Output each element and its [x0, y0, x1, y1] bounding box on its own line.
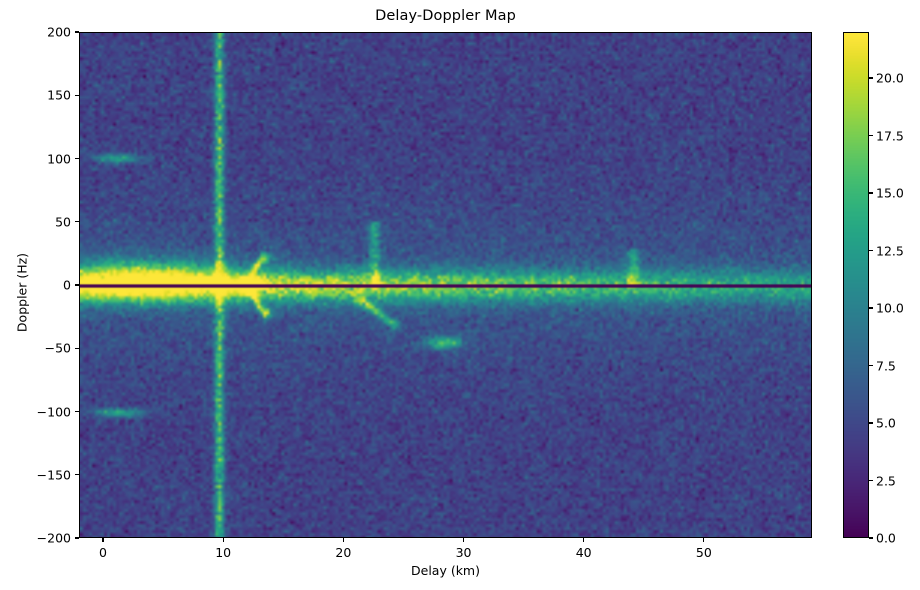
colorbar-tick-label: 17.5 — [876, 128, 904, 143]
x-tick-label: 40 — [575, 545, 592, 560]
y-tick-mark — [75, 347, 79, 349]
y-tick-label: −50 — [44, 340, 71, 356]
x-tick-label: 0 — [99, 545, 108, 560]
y-tick-mark — [75, 474, 79, 476]
y-tick-label: 0 — [63, 277, 71, 293]
x-tick-label: 30 — [455, 545, 472, 560]
plot-area — [79, 32, 812, 538]
x-tick-mark — [102, 538, 104, 542]
colorbar-tick-mark — [869, 537, 873, 539]
y-tick-label: 150 — [47, 87, 71, 103]
colorbar-tick-mark — [869, 77, 873, 79]
colorbar-tick-label: 10.0 — [876, 300, 904, 316]
x-tick-label: 10 — [215, 545, 232, 560]
x-tick-mark — [222, 538, 224, 542]
colorbar-tick-mark — [869, 422, 873, 424]
x-tick-mark — [342, 538, 344, 542]
colorbar-tick-label: 12.5 — [876, 243, 904, 258]
colorbar-tick-label: 7.5 — [876, 358, 896, 373]
colorbar-tick-mark — [869, 249, 873, 252]
colorbar-tick-mark — [869, 479, 873, 482]
y-tick-mark — [75, 537, 79, 539]
y-tick-label: −150 — [36, 467, 71, 483]
y-tick-mark — [75, 94, 79, 96]
y-axis-label: Doppler (Hz) — [14, 252, 30, 333]
y-tick-label: −200 — [36, 530, 71, 546]
x-tick-label: 50 — [695, 545, 712, 560]
colorbar-tick-label: 5.0 — [876, 415, 896, 431]
y-tick-label: 50 — [55, 214, 71, 230]
x-tick-label: 20 — [335, 545, 352, 560]
delay-doppler-heatmap — [80, 33, 811, 537]
y-tick-mark — [75, 31, 79, 33]
x-tick-mark — [703, 538, 705, 542]
colorbar-tick-mark — [869, 364, 873, 367]
colorbar-tick-label: 2.5 — [876, 473, 896, 488]
y-tick-mark — [75, 221, 79, 223]
y-tick-mark — [75, 410, 79, 413]
x-tick-mark — [583, 538, 585, 542]
colorbar — [843, 32, 869, 538]
colorbar-tick-mark — [869, 307, 873, 309]
colorbar-gradient — [844, 33, 868, 537]
x-axis-label: Delay (km) — [411, 563, 480, 578]
colorbar-tick-label: 15.0 — [876, 185, 904, 201]
y-tick-label: 200 — [47, 24, 71, 40]
y-tick-mark — [75, 284, 79, 286]
colorbar-tick-label: 20.0 — [876, 70, 904, 86]
y-tick-mark — [75, 157, 79, 160]
colorbar-tick-label: 0.0 — [876, 530, 896, 546]
page-title: Delay-Doppler Map — [375, 8, 516, 24]
y-tick-label: 100 — [47, 151, 71, 166]
colorbar-tick-mark — [869, 192, 873, 194]
x-tick-mark — [462, 538, 465, 542]
colorbar-tick-mark — [869, 134, 873, 137]
y-tick-label: −100 — [36, 404, 71, 419]
